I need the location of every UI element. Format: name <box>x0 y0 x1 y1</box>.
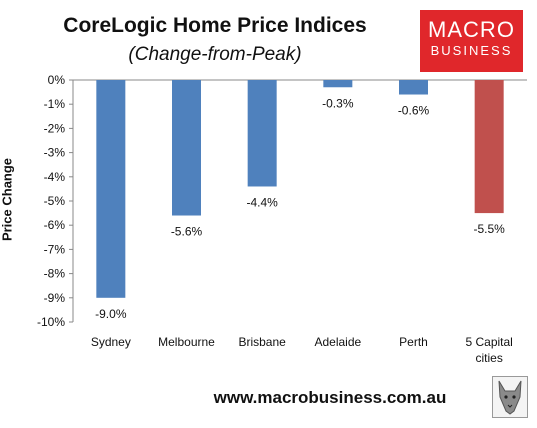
logo-line-1: MACRO <box>428 17 515 42</box>
y-tick-label: -3% <box>44 146 66 160</box>
data-label: -0.6% <box>398 104 430 118</box>
chart-subtitle: (Change-from-Peak) <box>128 44 302 65</box>
x-tick-label: Adelaide <box>314 335 361 349</box>
chart-title: CoreLogic Home Price Indices <box>63 14 367 37</box>
bar <box>474 80 504 214</box>
x-tick-label: Sydney <box>91 335 131 349</box>
bar <box>96 80 126 298</box>
x-tick-label: Brisbane <box>238 335 286 349</box>
y-tick-label: 0% <box>48 73 66 87</box>
data-label: -5.5% <box>473 222 505 236</box>
footer-url: www.macrobusiness.com.au <box>213 388 447 407</box>
data-label: -0.3% <box>322 96 354 110</box>
wolf-icon <box>492 376 528 418</box>
y-tick-label: -10% <box>37 315 65 329</box>
bar <box>172 80 201 216</box>
x-tick-label: Perth <box>399 335 428 349</box>
y-tick-label: -5% <box>44 194 66 208</box>
x-tick-label: 5 Capital <box>465 335 512 349</box>
bar <box>323 80 353 88</box>
y-tick-label: -7% <box>44 242 66 256</box>
logo-line-2: BUSINESS <box>430 43 513 58</box>
y-tick-label: -1% <box>44 97 66 111</box>
x-tick-label: Melbourne <box>158 335 215 349</box>
y-tick-label: -6% <box>44 218 66 232</box>
x-tick-label: cities <box>475 351 502 365</box>
y-tick-label: -8% <box>44 267 66 281</box>
data-label: -4.4% <box>246 195 278 209</box>
macrobusiness-logo: MACRO BUSINESS <box>420 10 523 72</box>
y-tick-label: -2% <box>44 121 66 135</box>
data-label: -9.0% <box>95 307 127 321</box>
y-tick-label: -9% <box>44 291 66 305</box>
bar <box>399 80 428 95</box>
bar <box>247 80 277 187</box>
data-label: -5.6% <box>171 225 203 239</box>
y-tick-label: -4% <box>44 170 66 184</box>
